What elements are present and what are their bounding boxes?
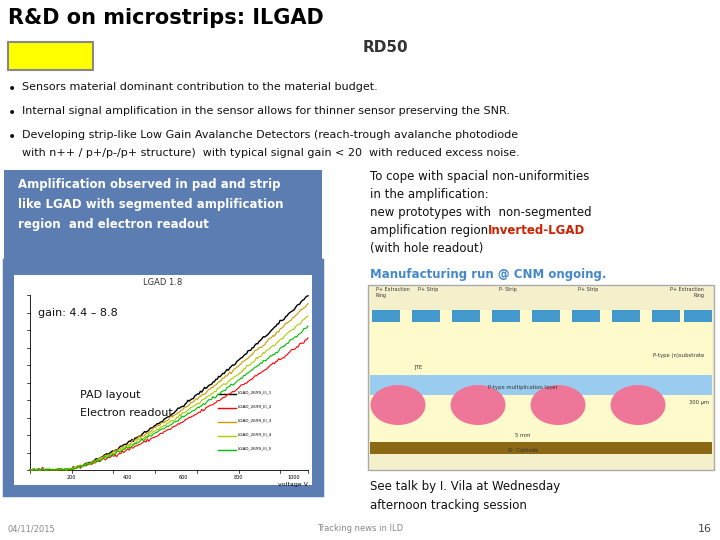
Text: with n++ / p+/p-/p+ structure)  with typical signal gain < 20  with reduced exce: with n++ / p+/p-/p+ structure) with typi… <box>22 148 520 158</box>
Text: P+ Extraction
Ring: P+ Extraction Ring <box>670 287 704 298</box>
Text: R&D on microstrips: ILGAD: R&D on microstrips: ILGAD <box>8 8 324 28</box>
Text: (with hole readout): (with hole readout) <box>370 242 483 255</box>
Text: P+ Strip: P+ Strip <box>418 287 438 292</box>
Bar <box>372 310 400 322</box>
Text: See talk by I. Vila at Wednesday: See talk by I. Vila at Wednesday <box>370 480 560 493</box>
Text: LGAD_2699_III_3: LGAD_2699_III_3 <box>238 418 272 422</box>
Text: PAD layout: PAD layout <box>80 390 140 400</box>
Bar <box>652 310 680 322</box>
Text: •: • <box>8 82 17 96</box>
Text: N⁻ Cathode: N⁻ Cathode <box>508 448 538 453</box>
Text: afternoon tracking session: afternoon tracking session <box>370 499 527 512</box>
Text: 04/11/2015: 04/11/2015 <box>8 524 55 533</box>
Text: P+ Extraction
Ring: P+ Extraction Ring <box>376 287 410 298</box>
Text: P+ Strip: P+ Strip <box>578 287 598 292</box>
Text: in the amplification:: in the amplification: <box>370 188 489 201</box>
Bar <box>4 170 322 260</box>
Text: like LGAD with segmented amplification: like LGAD with segmented amplification <box>18 198 284 211</box>
Text: RD50: RD50 <box>362 40 408 55</box>
Bar <box>14 275 312 485</box>
Text: Sensors material dominant contribution to the material budget.: Sensors material dominant contribution t… <box>22 82 378 92</box>
Text: 800: 800 <box>234 475 243 480</box>
Bar <box>368 285 714 470</box>
Text: Electron readout: Electron readout <box>80 408 173 418</box>
Text: new prototypes with  non-segmented: new prototypes with non-segmented <box>370 206 592 219</box>
Ellipse shape <box>371 385 426 425</box>
Bar <box>572 310 600 322</box>
Text: P-type (n)substrate: P-type (n)substrate <box>653 353 704 358</box>
Text: •: • <box>8 130 17 144</box>
Text: 300 μm: 300 μm <box>689 400 709 405</box>
Bar <box>4 260 322 495</box>
Bar <box>452 310 480 322</box>
Text: Internal signal amplification in the sensor allows for thinner sensor preserving: Internal signal amplification in the sen… <box>22 106 510 116</box>
Text: JTE: JTE <box>414 365 422 370</box>
Text: P- Strip: P- Strip <box>499 287 517 292</box>
Text: gain: 4.4 – 8.8: gain: 4.4 – 8.8 <box>38 308 118 318</box>
Text: Manufacturing run @ CNM ongoing.: Manufacturing run @ CNM ongoing. <box>370 268 606 281</box>
Bar <box>370 375 712 395</box>
Text: LGAD 1.8: LGAD 1.8 <box>143 278 183 287</box>
Text: Inverted-LGAD: Inverted-LGAD <box>488 224 585 237</box>
Text: 200: 200 <box>67 475 76 480</box>
Bar <box>612 310 640 322</box>
Text: 1000: 1000 <box>288 475 300 480</box>
Bar <box>684 310 712 322</box>
Text: 5 mm: 5 mm <box>516 433 531 438</box>
Text: •: • <box>8 106 17 120</box>
Text: LGAD_2699_III_1: LGAD_2699_III_1 <box>238 390 272 394</box>
Bar <box>532 310 560 322</box>
Text: To cope with spacial non-uniformities: To cope with spacial non-uniformities <box>370 170 590 183</box>
Text: LGAD_2699_III_4: LGAD_2699_III_4 <box>238 432 272 436</box>
Bar <box>370 442 712 454</box>
Text: 400: 400 <box>122 475 132 480</box>
Text: LGAD_2699_III_2: LGAD_2699_III_2 <box>238 404 272 408</box>
Text: region  and electron readout: region and electron readout <box>18 218 209 231</box>
Bar <box>8 42 93 70</box>
Text: Developing strip-like Low Gain Avalanche Detectors (reach-trough avalanche photo: Developing strip-like Low Gain Avalanche… <box>22 130 518 140</box>
Bar <box>370 310 712 445</box>
Text: 600: 600 <box>179 475 188 480</box>
Ellipse shape <box>451 385 505 425</box>
Ellipse shape <box>531 385 585 425</box>
Text: Amplification observed in pad and strip: Amplification observed in pad and strip <box>18 178 281 191</box>
Text: LGAD_2699_III_5: LGAD_2699_III_5 <box>238 446 272 450</box>
Bar <box>412 310 440 322</box>
Ellipse shape <box>611 385 665 425</box>
Text: Tracking news in ILD: Tracking news in ILD <box>317 524 403 533</box>
Text: 16: 16 <box>698 524 712 534</box>
Text: amplification region: amplification region <box>370 224 492 237</box>
Text: voltage V: voltage V <box>278 482 308 487</box>
Text: P-type multiplication layer: P-type multiplication layer <box>488 385 558 390</box>
Bar <box>492 310 520 322</box>
